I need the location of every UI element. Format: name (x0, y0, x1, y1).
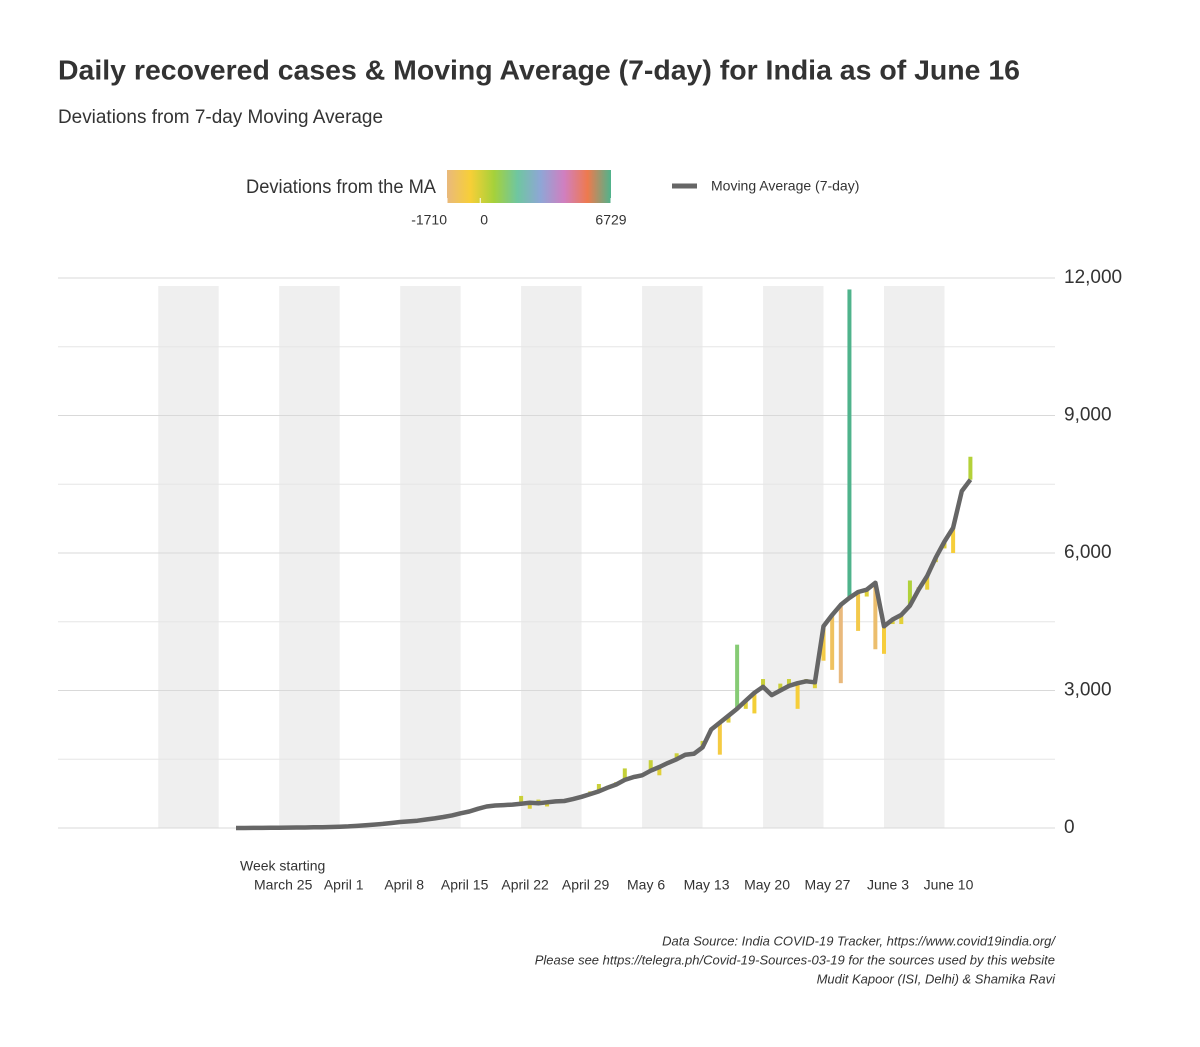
deviation-bar (847, 289, 852, 598)
deviation-bar (743, 700, 748, 709)
x-tick-label: May 20 (744, 877, 790, 893)
week-band (400, 286, 461, 828)
week-band (521, 286, 582, 828)
deviation-bar (786, 679, 791, 686)
deviation-bar (795, 683, 800, 709)
moving-average-line (236, 478, 973, 831)
deviation-bar (882, 626, 886, 654)
deviation-bar (830, 614, 835, 670)
deviation-bar (873, 582, 878, 650)
deviation-bar (864, 589, 869, 597)
deviation-bar (717, 722, 722, 755)
deviation-bar (838, 604, 843, 684)
legend-tick-label: 0 (480, 212, 488, 228)
y-tick-label: 9,000 (1064, 405, 1112, 426)
x-axis-label: Week starting (240, 858, 325, 874)
x-tick-label: April 15 (441, 877, 489, 893)
deviation-bar (657, 767, 662, 776)
deviation-bar (527, 802, 532, 809)
x-tick-label: May 27 (805, 877, 851, 893)
deviation-bar (907, 580, 912, 606)
deviation-bar (726, 715, 731, 723)
deviation-bar (821, 626, 826, 661)
week-band (279, 286, 340, 828)
deviation-bar (899, 614, 904, 625)
week-band (642, 286, 703, 828)
x-tick-label: April 1 (324, 877, 364, 893)
x-tick-label: June 3 (867, 877, 909, 893)
legend-tick-label: -1710 (411, 212, 447, 228)
y-tick-label: 0 (1064, 817, 1075, 838)
x-tick-label: June 10 (924, 877, 974, 893)
week-band (763, 286, 824, 828)
source-note: Please see https://telegra.ph/Covid-19-S… (535, 952, 1055, 967)
deviation-bar (648, 760, 653, 771)
deviation-bar (674, 753, 679, 760)
color-bar (447, 170, 611, 203)
source-note: Mudit Kapoor (ISI, Delhi) & Shamika Ravi (817, 971, 1057, 986)
x-tick-label: March 25 (254, 877, 313, 893)
deviation-bar (761, 679, 766, 687)
legend-tick-label: 6729 (595, 212, 626, 228)
x-tick-label: May 6 (627, 877, 665, 893)
deviation-bar (622, 768, 627, 780)
chart-subtitle: Deviations from 7-day Moving Average (58, 107, 383, 128)
x-tick-label: April 8 (384, 877, 424, 893)
deviation-bar (925, 575, 930, 590)
deviation-bar (752, 692, 757, 714)
deviation-bar (778, 683, 783, 691)
x-tick-label: April 22 (501, 877, 549, 893)
source-note: Data Source: India COVID-19 Tracker, htt… (662, 933, 1056, 948)
chart-title: Daily recovered cases & Moving Average (… (58, 54, 1020, 85)
deviation-bar (735, 644, 740, 709)
deviation-bar (951, 527, 956, 553)
week-band (158, 286, 219, 828)
deviation-bar (519, 795, 524, 804)
y-tick-label: 6,000 (1064, 542, 1112, 563)
x-tick-label: May 13 (684, 877, 730, 893)
deviation-bar (812, 682, 817, 689)
legend-label: Moving Average (7-day) (711, 178, 859, 194)
legend-title: Deviations from the MA (246, 177, 436, 198)
y-tick-label: 12,000 (1064, 267, 1122, 288)
deviation-bar (968, 456, 973, 480)
deviation-bar (596, 784, 601, 792)
y-tick-label: 3,000 (1064, 680, 1112, 701)
x-tick-label: April 29 (562, 877, 610, 893)
deviation-bar (856, 591, 861, 631)
